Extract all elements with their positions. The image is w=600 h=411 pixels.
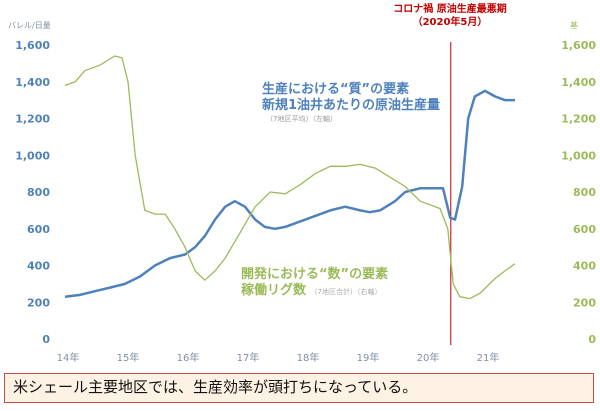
green-series-title2-row: 稼働リグ数 （7地区合計）（右軸） [241,283,388,300]
marker-label-line2: （2020年5月） [412,17,488,28]
marker-label: コロナ禍 原油生産最悪期 （2020年5月） [380,3,520,29]
left-tick-label: 1,600 [15,39,50,52]
left-tick-label: 1,000 [15,149,50,162]
x-tick-label: 20年 [417,351,440,364]
left-tick-label: 600 [27,223,50,236]
right-tick-label: 400 [573,260,596,273]
green-series-note: （7地区合計）（右軸） [310,288,382,296]
right-tick-label: 0 [588,333,596,346]
x-tick-label: 14年 [57,351,80,364]
left-tick-label: 1,200 [15,113,50,126]
right-tick-label: 800 [573,186,596,199]
marker-label-line1: コロナ禍 原油生産最悪期 [393,4,507,15]
right-axis-unit: 基 [570,21,578,30]
left-axis-unit: バレル/日量 [8,21,51,30]
blue-series-label: 生産における“質”の要素 新規1油井あたりの原油生産量 （7地区平均）（左軸） [262,82,440,124]
right-tick-label: 1,600 [561,39,596,52]
chart-canvas: 0 200 400 600 800 1,000 1,200 1,400 1,600 0 200 400… [15,39,596,364]
x-tick-label: 18年 [297,351,320,364]
left-tick-label: 200 [27,296,50,309]
blue-series-note: （7地区平均）（左軸） [266,115,337,123]
blue-series-title2: 新規1油井あたりの原油生産量 [262,98,441,113]
left-tick-label: 1,400 [15,76,50,89]
x-tick-label: 21年 [477,351,500,364]
x-tick-label: 19年 [357,351,380,364]
left-tick-label: 0 [42,333,50,346]
x-tick-label: 15年 [117,351,140,364]
left-tick-label: 800 [27,186,50,199]
right-tick-label: 1,000 [561,149,596,162]
production-per-well-line [64,89,515,298]
x-tick-label: 16年 [177,351,200,364]
right-tick-label: 600 [573,223,596,236]
green-series-title1: 開発における“数”の要素 [241,267,389,282]
right-tick-label: 1,200 [561,113,596,126]
green-series-label: 開発における“数”の要素 稼働リグ数 （7地区合計）（右軸） [241,267,388,300]
right-tick-label: 1,400 [561,76,596,89]
caption-box: 米シェール主要地区では、生産効率が頭打ちになっている。 [4,373,594,403]
right-tick-label: 200 [573,296,596,309]
green-series-title2: 稼働リグ数 [241,283,307,298]
rig-count-line [64,55,516,300]
x-tick-label: 17年 [237,351,260,364]
blue-series-title1: 生産における“質”の要素 [262,82,410,97]
left-tick-label: 400 [27,260,50,273]
